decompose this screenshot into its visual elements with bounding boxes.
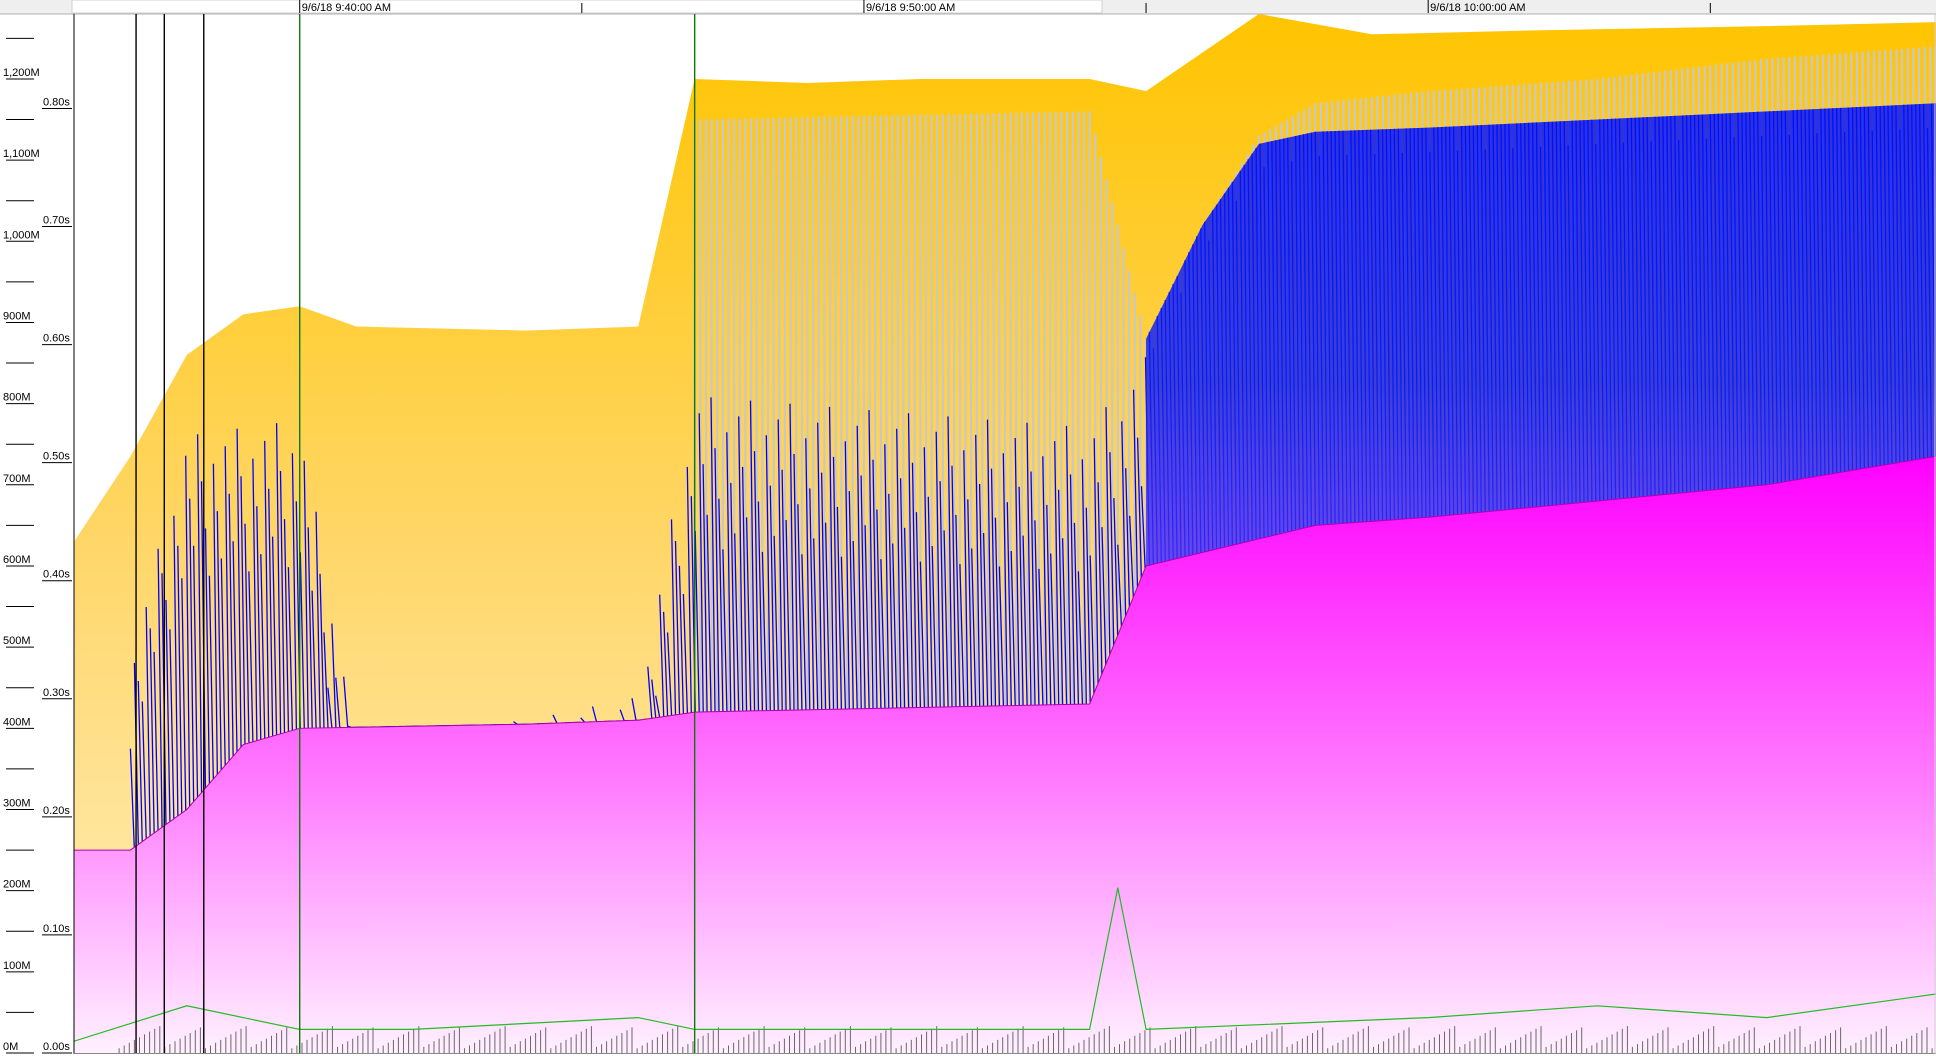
time-tick-label: 9/6/18 10:00:00 AM [1430,2,1525,14]
pause-time-line [74,887,1936,1042]
right-tick-label: 0.10s [43,923,70,935]
right-tick-label: 0.70s [43,215,70,227]
left-tick-label: 600M [3,554,31,566]
right-tick-label: 0.00s [43,1041,70,1053]
left-tick-label: 1,100M [3,148,40,160]
left-tick-label: 0M [3,1041,18,1053]
time-axis: 9/6/18 9:40:00 AM 9/6/18 9:50:00 AM 9/6/18… [299,0,1711,14]
left-tick-label: 700M [3,473,31,485]
plot-area [74,14,1936,1053]
scroll-thumb[interactable] [71,0,1103,14]
left-axis: 0M 100M 200M 300M 400M 500M 600M 700M 800M 900M 1,… [3,37,72,1054]
right-tick-label: 0.60s [43,333,70,345]
heap-after-gc-area [74,456,1936,1053]
pause-spikes [118,1026,1933,1053]
left-tick-label: 300M [3,797,31,809]
time-tick-label: 9/6/18 9:50:00 AM [866,2,955,14]
left-tick-label: 900M [3,310,31,322]
left-tick-label: 400M [3,716,31,728]
time-tick-label: 9/6/18 9:40:00 AM [302,2,391,14]
left-tick-label: 100M [3,960,31,972]
left-tick-label: 800M [3,392,31,404]
right-tick-label: 0.30s [43,687,70,699]
right-tick-label: 0.40s [43,569,70,581]
heap-used-band [1146,103,1936,566]
left-tick-label: 200M [3,879,31,891]
left-tick-label: 1,000M [3,229,40,241]
left-tick-label: 1,200M [3,67,40,79]
right-tick-label: 0.80s [43,96,70,108]
right-tick-label: 0.50s [43,451,70,463]
right-tick-label: 0.20s [43,805,70,817]
left-tick-label: 500M [3,635,31,647]
